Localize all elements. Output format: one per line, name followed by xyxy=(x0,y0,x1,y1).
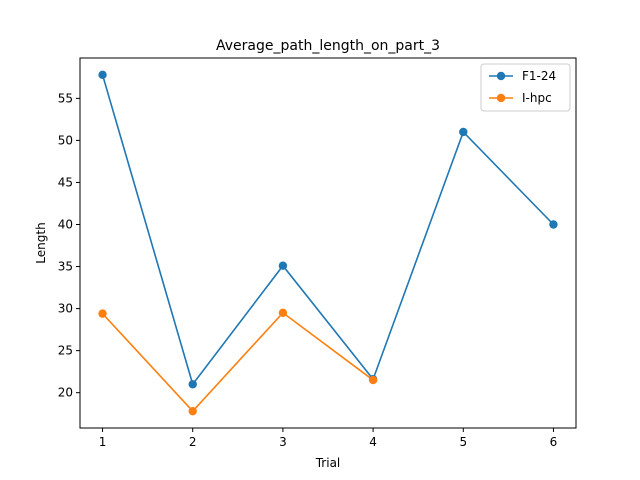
chart-title: Average_path_length_on_part_3 xyxy=(216,38,440,54)
series-line-I-hpc xyxy=(101,311,374,413)
data-point-I-hpc xyxy=(98,309,107,318)
x-tick-label: 1 xyxy=(99,435,107,449)
x-tick-label: 4 xyxy=(369,435,377,449)
x-axis-label: Trial xyxy=(315,456,341,470)
data-point-F1-24 xyxy=(188,380,197,389)
data-point-I-hpc xyxy=(188,406,197,416)
y-tick-label: 50 xyxy=(58,133,73,147)
data-point-F1-24 xyxy=(459,127,468,137)
y-axis-label: Length xyxy=(34,222,48,263)
data-point-F1-24 xyxy=(278,261,288,270)
y-tick-label: 35 xyxy=(58,260,73,274)
y-tick-label: 40 xyxy=(58,218,73,232)
x-tick-label: 2 xyxy=(189,435,197,449)
x-tick-label: 3 xyxy=(279,435,287,449)
x-tick-label: 6 xyxy=(550,435,558,449)
plot-area xyxy=(98,70,558,416)
legend-swatch-marker xyxy=(496,93,506,103)
x-tick-label: 5 xyxy=(459,435,467,449)
plot-frame xyxy=(79,57,577,429)
data-point-I-hpc xyxy=(278,308,288,317)
legend-entry: I-hpc xyxy=(522,91,552,105)
y-tick-label: 45 xyxy=(58,175,73,189)
y-tick-label: 20 xyxy=(58,386,73,400)
legend: F1-24 I-hpc xyxy=(480,63,571,112)
y-tick-label: 30 xyxy=(58,302,73,316)
legend-swatch-marker xyxy=(496,71,506,81)
y-tick-label: 55 xyxy=(58,91,73,105)
data-point-F1-24 xyxy=(549,220,558,229)
series-line-F1-24 xyxy=(101,74,555,387)
y-tick-label: 25 xyxy=(58,344,73,358)
data-point-I-hpc xyxy=(368,375,378,385)
legend-entry: F1-24 xyxy=(522,69,556,83)
data-point-F1-24 xyxy=(98,70,107,80)
